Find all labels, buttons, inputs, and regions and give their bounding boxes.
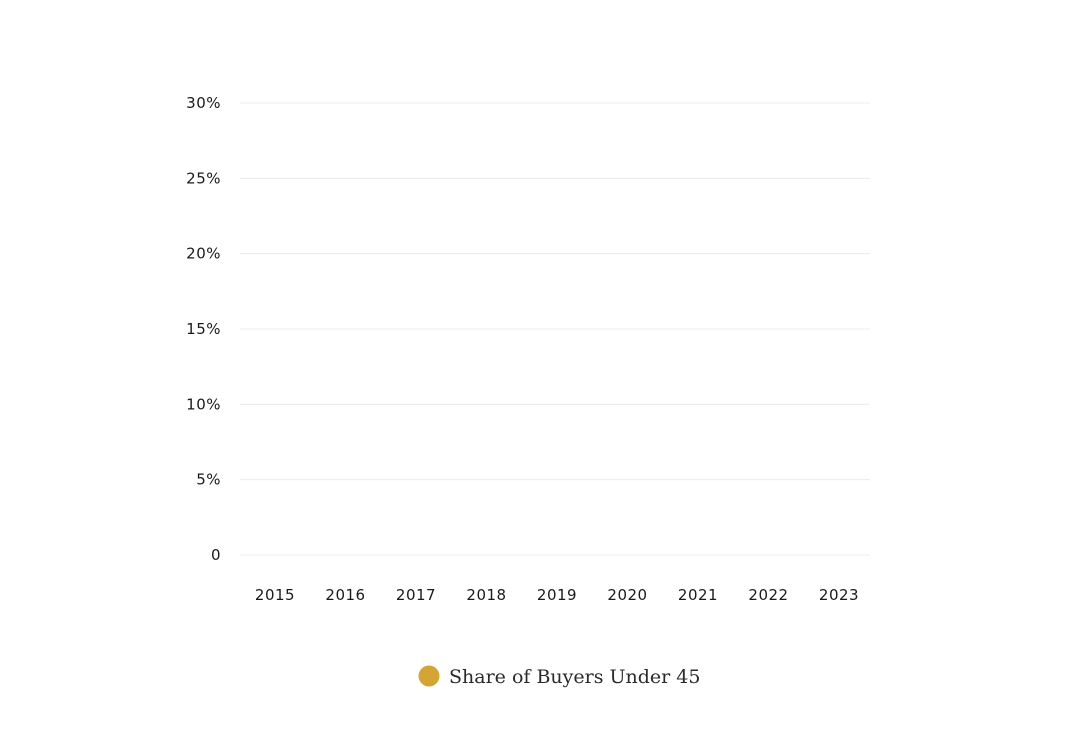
- x-tick-label: 2017: [396, 586, 436, 604]
- y-tick-label: 10%: [186, 395, 221, 413]
- legend-label: Share of Buyers Under 45: [449, 666, 700, 688]
- y-tick-label: 15%: [186, 320, 221, 338]
- x-tick-label: 2015: [255, 586, 295, 604]
- x-tick-label: 2016: [325, 586, 365, 604]
- x-tick-label: 2020: [607, 586, 647, 604]
- y-axis-tick-labels: 0 5% 10% 15% 20% 25% 30%: [186, 94, 221, 564]
- grid-layer: [240, 102, 870, 556]
- x-tick-label: 2023: [819, 586, 859, 604]
- x-axis-tick-labels: 2015 2016 2017 2018 2019 2020 2021 2022 2023: [255, 586, 859, 604]
- x-tick-label: 2019: [537, 586, 577, 604]
- y-tick-label: 20%: [186, 245, 221, 263]
- y-tick-label: 30%: [186, 94, 221, 112]
- y-tick-label: 5%: [196, 471, 221, 489]
- y-tick-label: 0: [211, 546, 221, 564]
- x-tick-label: 2021: [678, 586, 718, 604]
- legend-marker: [418, 665, 440, 687]
- legend: Share of Buyers Under 45: [418, 665, 700, 688]
- x-tick-label: 2022: [748, 586, 788, 604]
- x-tick-label: 2018: [466, 586, 506, 604]
- y-tick-label: 25%: [186, 169, 221, 187]
